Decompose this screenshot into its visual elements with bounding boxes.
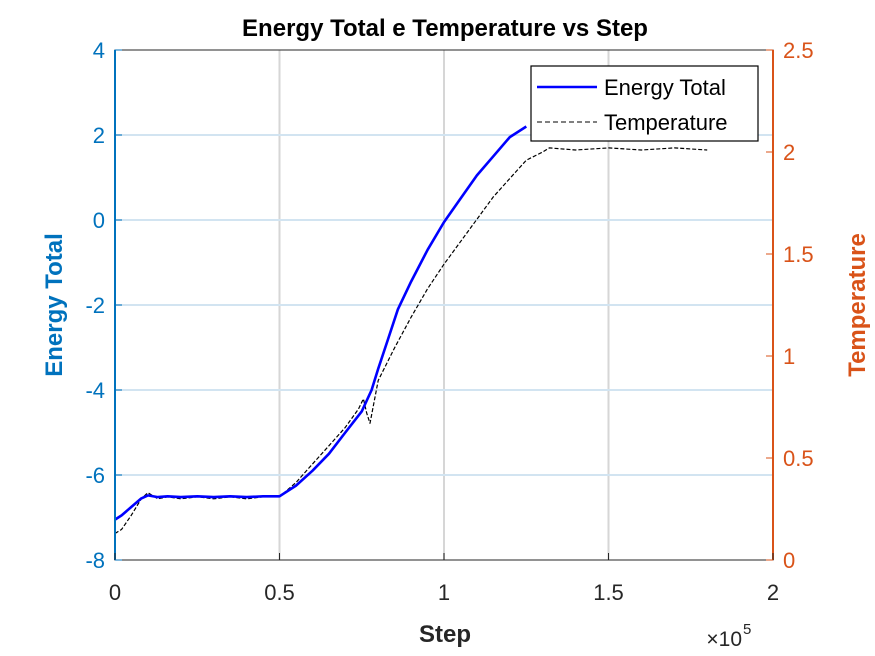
left-y-tick-label: -6: [85, 463, 105, 488]
right-y-tick-label: 2: [783, 140, 795, 165]
chart-title: Energy Total e Temperature vs Step: [242, 15, 648, 42]
left-y-tick-label: 4: [93, 38, 105, 63]
right-y-axis-label: Temperature: [844, 233, 871, 377]
left-y-tick-label: -2: [85, 293, 105, 318]
right-y-tick-label: 0.5: [783, 446, 814, 471]
legend: Energy Total Temperature: [530, 65, 759, 142]
series-line-energy-total: [115, 125, 528, 521]
right-y-tick-label: 2.5: [783, 38, 814, 63]
x-tick-label: 0: [109, 580, 121, 605]
left-y-axis-label: Energy Total: [41, 233, 68, 377]
left-y-tick-label: 0: [93, 208, 105, 233]
x-axis-label: Step: [419, 621, 471, 648]
x-axis-exponent-base: ×10: [706, 628, 742, 651]
left-y-tick-label: -8: [85, 548, 105, 573]
x-tick-label: 1: [438, 580, 450, 605]
x-tick-label: 0.5: [264, 580, 295, 605]
legend-box: [530, 65, 759, 142]
right-y-tick-label: 1: [783, 344, 795, 369]
legend-label-energy-total: Energy Total: [604, 75, 726, 100]
x-tick-label: 2: [767, 580, 779, 605]
left-y-tick-label: -4: [85, 378, 105, 403]
x-axis-exponent-power: 5: [743, 621, 751, 638]
left-y-tick-label: 2: [93, 123, 105, 148]
series-layer: [115, 125, 708, 535]
x-tick-label: 1.5: [593, 580, 624, 605]
legend-label-temperature: Temperature: [604, 110, 728, 135]
right-y-tick-label: 0: [783, 548, 795, 573]
right-y-tick-label: 1.5: [783, 242, 814, 267]
